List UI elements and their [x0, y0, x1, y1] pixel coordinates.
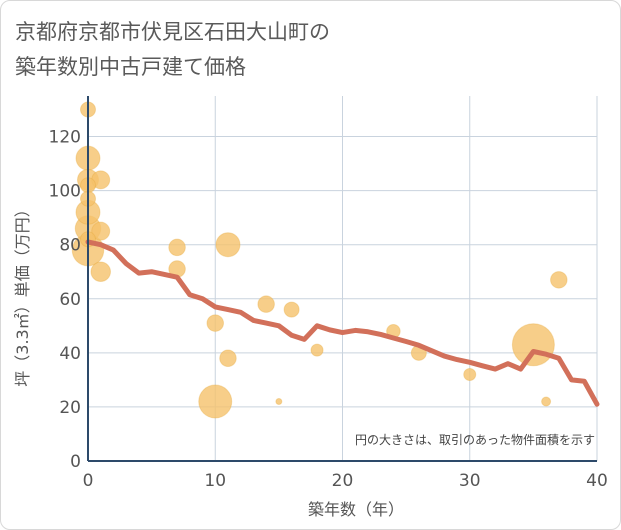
x-tick-label: 10 [204, 471, 226, 491]
y-tick-labels: 0 20 40 60 80 100 120 [49, 128, 81, 472]
y-tick-label: 120 [49, 128, 81, 148]
bubble-point [550, 271, 568, 289]
axes [87, 96, 597, 462]
bubble-size-note: 円の大きさは、取引のあった物件面積を示す [355, 432, 595, 447]
bubble-point [198, 384, 233, 419]
bubble-point [310, 343, 324, 357]
bubble-point [215, 232, 241, 258]
chart-title: 京都府京都市伏見区石田大山町の 築年数別中古戸建て価格 [15, 15, 330, 85]
gridlines [88, 96, 598, 461]
x-tick-label: 40 [586, 471, 608, 491]
chart-title-line-2: 築年数別中古戸建て価格 [15, 55, 246, 79]
y-tick-label: 60 [59, 290, 81, 310]
y-tick-label: 40 [59, 344, 81, 364]
bubble-point [511, 323, 555, 367]
average-price-line [85, 239, 600, 407]
bubble-point [90, 261, 111, 282]
bubble-point [91, 221, 111, 241]
chart-title-line-1: 京都府京都市伏見区石田大山町の [15, 20, 330, 44]
y-axis-title: 坪（3.3㎡）単価（万円） [13, 201, 32, 386]
bubble-point [275, 398, 283, 406]
y-tick-label: 20 [59, 398, 81, 418]
bubble-point [168, 238, 186, 257]
bubble-point [283, 301, 300, 318]
bubble-point [219, 349, 237, 368]
x-axis-title: 築年数（年） [308, 500, 404, 519]
bubble-series [71, 101, 568, 419]
x-tick-label: 0 [83, 471, 94, 491]
y-tick-label: 0 [70, 452, 81, 472]
bubble-point [257, 295, 275, 313]
x-tick-label: 20 [332, 471, 354, 491]
bubble-point [206, 314, 224, 332]
y-tick-label: 100 [49, 182, 81, 202]
bubble-point [463, 367, 477, 381]
x-tick-label: 30 [459, 471, 481, 491]
bubble-point [541, 396, 552, 407]
x-tick-labels: 0 10 20 30 40 [83, 471, 608, 491]
y-tick-label: 80 [59, 236, 81, 256]
